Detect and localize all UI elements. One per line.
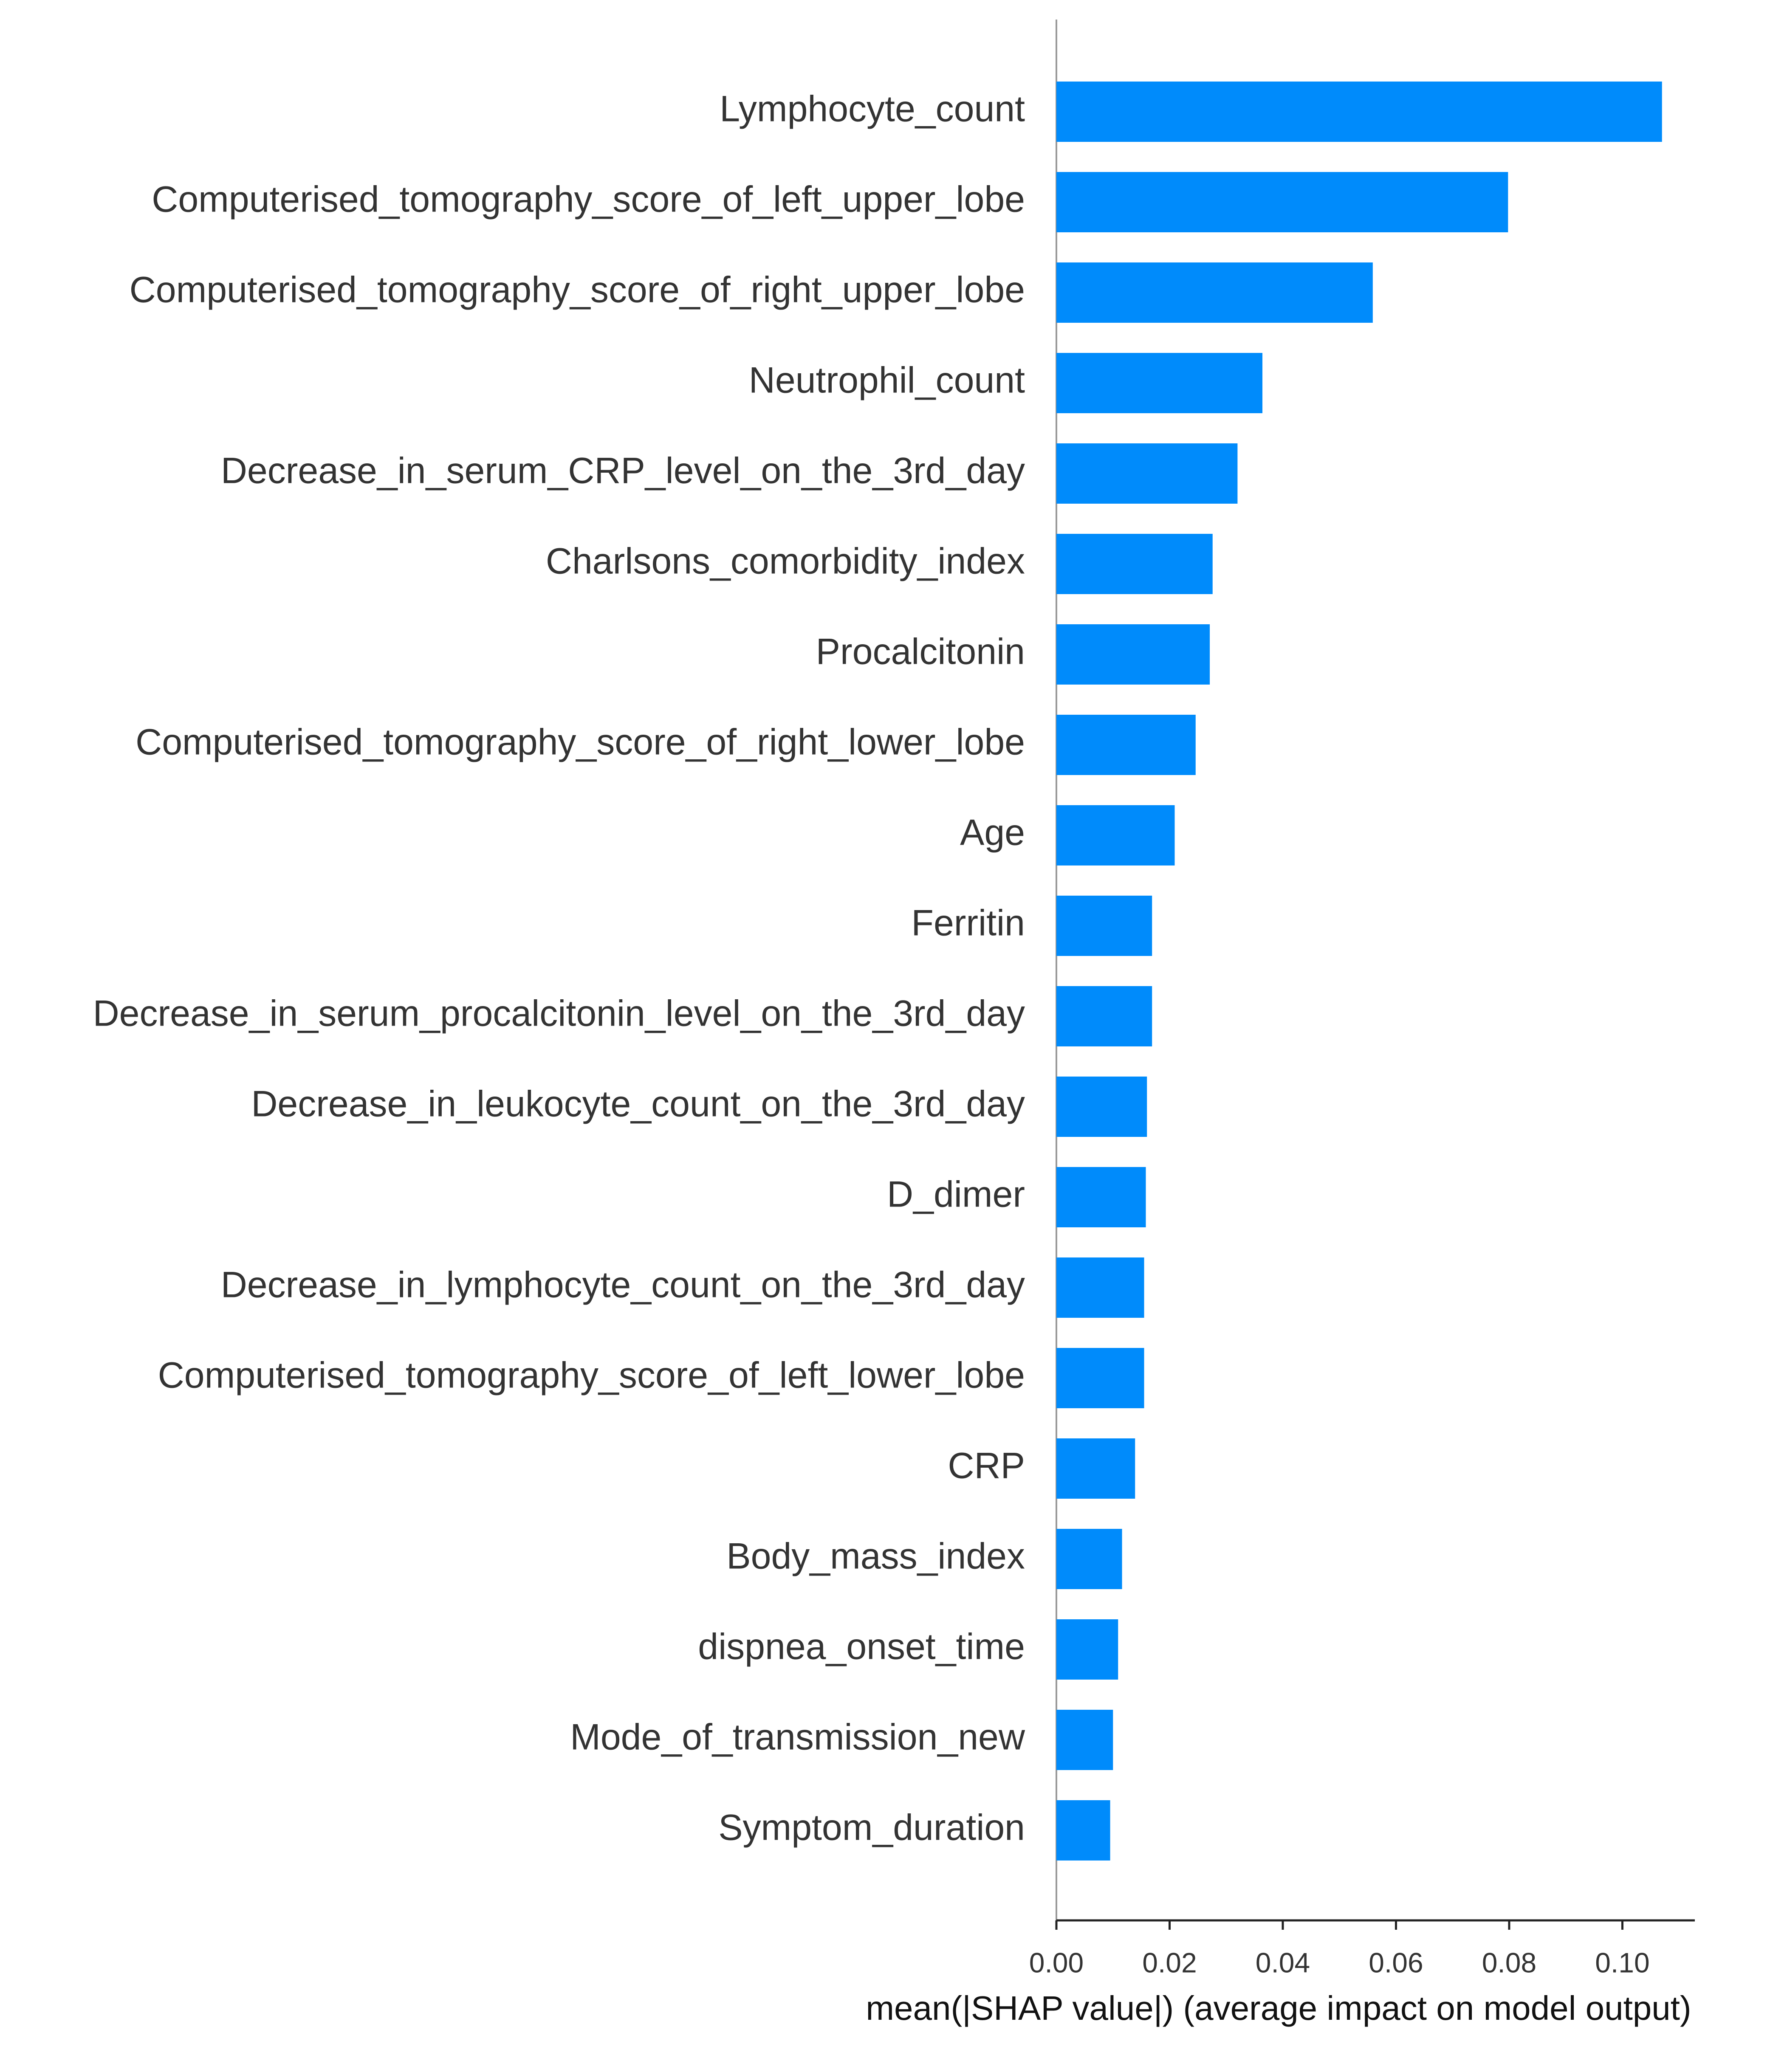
y-tick-label: Body_mass_index (726, 1536, 1025, 1577)
bar (1056, 1348, 1144, 1408)
x-axis-label: mean(|SHAP value|) (average impact on mo… (866, 1989, 1691, 2027)
y-tick-label: Mode_of_transmission_new (570, 1717, 1025, 1758)
y-tick-label: Age (960, 812, 1025, 853)
y-tick-label: D_dimer (887, 1174, 1025, 1215)
bar (1056, 1710, 1113, 1770)
y-tick-label: Symptom_duration (718, 1807, 1025, 1848)
bar (1056, 262, 1373, 323)
y-tick-label: Ferritin (911, 903, 1025, 944)
y-tick-label: Decrease_in_leukocyte_count_on_the_3rd_d… (251, 1084, 1025, 1125)
bar (1056, 1800, 1110, 1861)
y-tick-label: Computerised_tomography_score_of_right_l… (136, 722, 1025, 763)
bar (1056, 353, 1263, 413)
x-tick-label: 0.08 (1482, 1947, 1536, 1978)
y-tick-label: dispnea_onset_time (698, 1627, 1025, 1667)
bar (1056, 1619, 1118, 1680)
x-tick-label: 0.06 (1369, 1947, 1423, 1978)
y-tick-label: Computerised_tomography_score_of_right_u… (130, 270, 1025, 310)
x-tick-label: 0.04 (1256, 1947, 1310, 1978)
bar (1056, 172, 1508, 232)
bar (1056, 896, 1152, 956)
bar (1056, 443, 1238, 504)
y-tick-label: CRP (948, 1446, 1025, 1486)
bar (1056, 1167, 1146, 1227)
bar (1056, 805, 1175, 865)
bar (1056, 624, 1210, 685)
y-tick-label: Neutrophil_count (749, 360, 1025, 401)
x-tick-label: 0.02 (1142, 1947, 1197, 1978)
y-tick-label: Charlsons_comorbidity_index (546, 541, 1025, 582)
y-tick-label: Procalcitonin (816, 631, 1025, 672)
y-tick-label: Decrease_in_serum_procalcitonin_level_on… (93, 993, 1025, 1034)
bar (1056, 82, 1662, 142)
y-tick-label: Decrease_in_lymphocyte_count_on_the_3rd_… (221, 1265, 1025, 1305)
x-tick-label: 0.10 (1595, 1947, 1649, 1978)
bar (1056, 1529, 1122, 1589)
x-tick-label: 0.00 (1029, 1947, 1084, 1978)
bar (1056, 1077, 1147, 1137)
bar (1056, 715, 1196, 775)
bar (1056, 986, 1152, 1046)
y-tick-label: Computerised_tomography_score_of_left_lo… (158, 1355, 1025, 1396)
bar (1056, 534, 1213, 594)
bar (1056, 1257, 1144, 1318)
y-tick-label: Decrease_in_serum_CRP_level_on_the_3rd_d… (221, 451, 1025, 491)
y-tick-label: Computerised_tomography_score_of_left_up… (152, 179, 1025, 220)
bar (1056, 1438, 1135, 1499)
y-tick-label: Lymphocyte_count (720, 89, 1025, 130)
